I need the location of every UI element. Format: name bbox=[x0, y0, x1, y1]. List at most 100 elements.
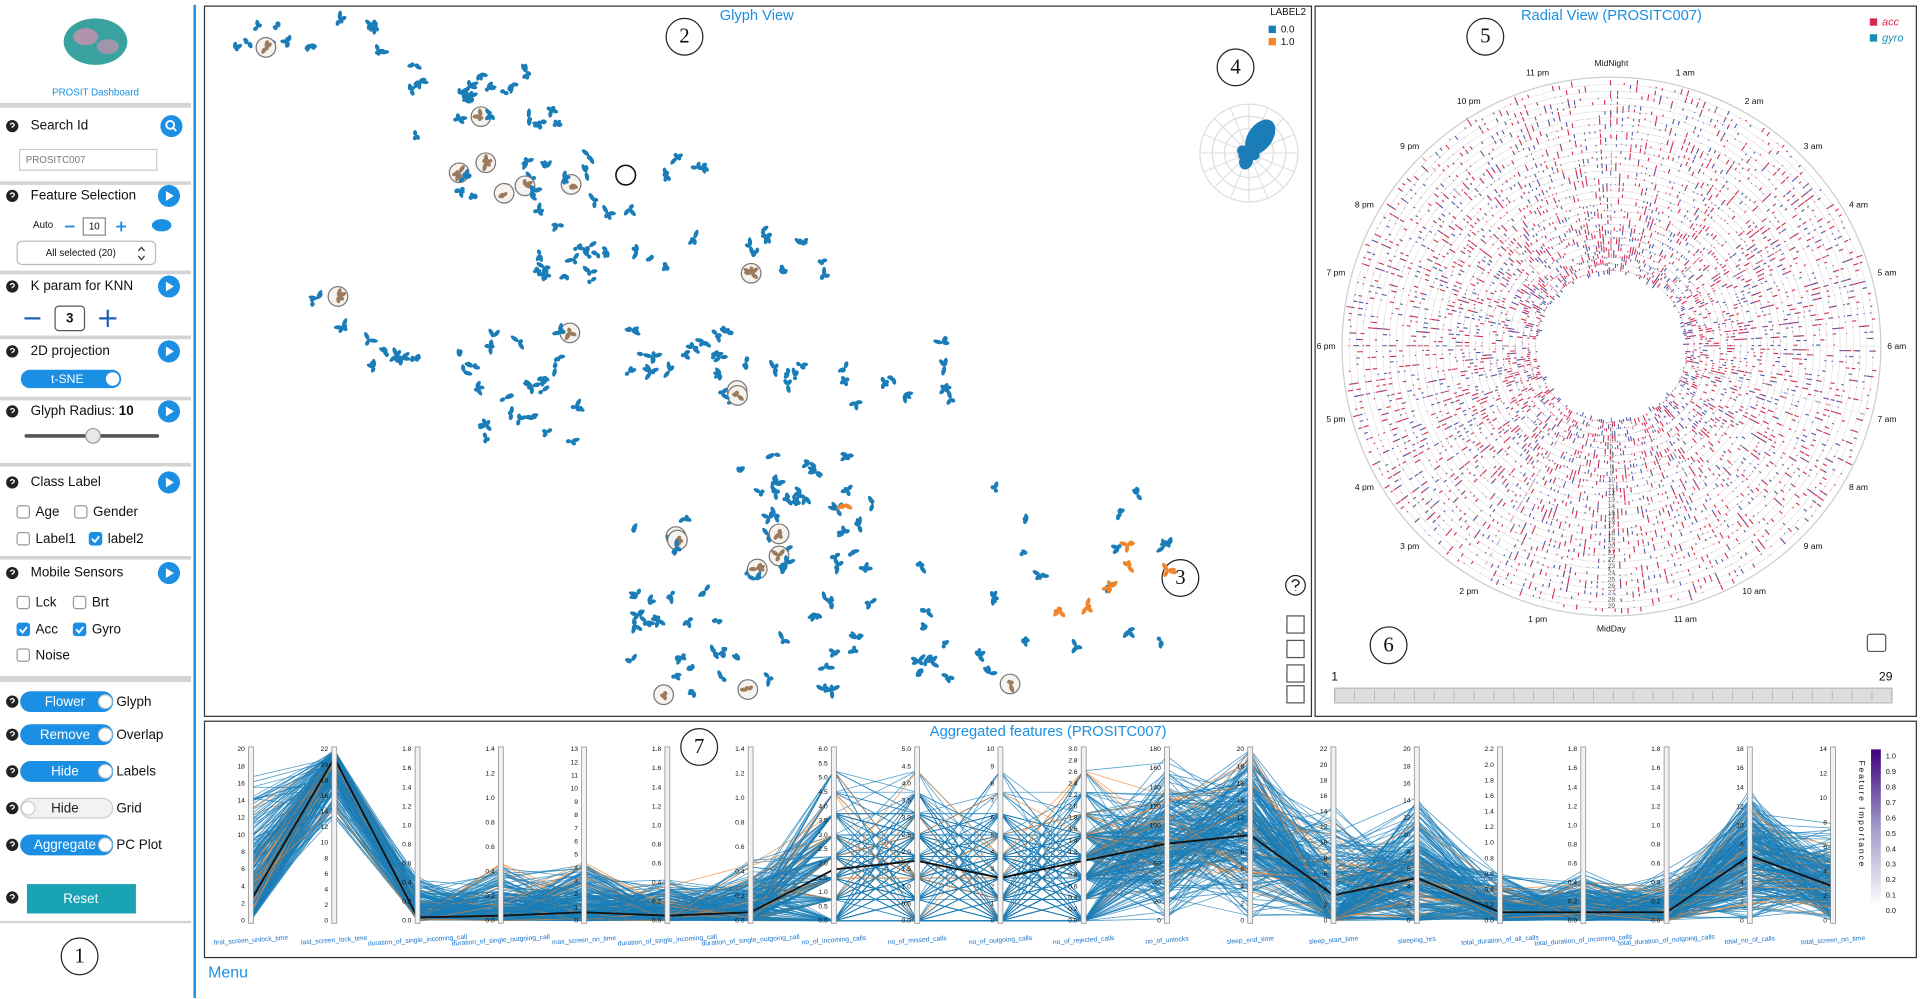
flower-glyph[interactable] bbox=[710, 349, 724, 360]
flower-glyph[interactable] bbox=[1080, 597, 1093, 616]
flower-glyph[interactable] bbox=[591, 250, 601, 259]
flower-glyph[interactable] bbox=[363, 331, 378, 346]
flower-glyph[interactable] bbox=[768, 359, 780, 378]
flower-glyph[interactable] bbox=[864, 597, 877, 611]
flower-glyph[interactable] bbox=[475, 152, 497, 174]
flower-glyph[interactable] bbox=[407, 83, 416, 96]
flower-glyph[interactable] bbox=[840, 484, 854, 497]
flower-glyph[interactable] bbox=[587, 192, 599, 209]
flower-glyph[interactable] bbox=[1116, 507, 1126, 521]
flower-glyph[interactable] bbox=[454, 186, 466, 198]
flower-glyph[interactable] bbox=[1122, 626, 1136, 639]
flower-glyph[interactable] bbox=[581, 240, 597, 255]
flower-glyph[interactable] bbox=[327, 286, 349, 307]
flower-glyph[interactable] bbox=[662, 167, 672, 182]
flower-glyph[interactable] bbox=[412, 130, 421, 141]
count-box[interactable] bbox=[82, 217, 106, 236]
pc-axis-label[interactable]: max_screen_on_time bbox=[552, 935, 617, 946]
flower-glyph[interactable] bbox=[915, 668, 925, 678]
flower-glyph[interactable] bbox=[456, 348, 463, 357]
flower-glyph[interactable] bbox=[407, 62, 423, 71]
fit-button[interactable] bbox=[1286, 639, 1305, 659]
flower-glyph[interactable] bbox=[778, 561, 788, 575]
flower-glyph[interactable] bbox=[771, 476, 786, 487]
flower-glyph[interactable] bbox=[782, 378, 793, 393]
flower-glyph[interactable] bbox=[858, 561, 873, 573]
flower-glyph[interactable] bbox=[807, 612, 823, 623]
flower-glyph[interactable] bbox=[458, 168, 473, 183]
flower-glyph[interactable] bbox=[880, 376, 890, 390]
flower-glyph[interactable] bbox=[636, 351, 653, 359]
flower-glyph[interactable] bbox=[653, 684, 675, 706]
flower-glyph[interactable] bbox=[682, 616, 694, 629]
pc-axis-label[interactable]: last_screen_lock_time bbox=[301, 935, 368, 947]
flower-glyph[interactable] bbox=[671, 538, 683, 557]
flower-glyph[interactable] bbox=[716, 670, 727, 683]
flower-glyph[interactable] bbox=[778, 264, 789, 275]
checkbox[interactable] bbox=[16, 622, 31, 637]
flower-glyph[interactable] bbox=[695, 337, 713, 348]
flower-glyph[interactable] bbox=[487, 328, 501, 338]
flower-glyph[interactable] bbox=[902, 391, 914, 404]
flower-glyph[interactable] bbox=[272, 20, 281, 31]
flower-glyph[interactable] bbox=[1019, 549, 1028, 557]
pc-axis-label[interactable]: no_of_incoming_calls bbox=[801, 935, 867, 947]
flower-glyph[interactable] bbox=[768, 523, 790, 545]
flower-glyph[interactable] bbox=[374, 43, 385, 56]
flower-glyph[interactable] bbox=[536, 375, 550, 387]
flower-glyph[interactable] bbox=[827, 501, 844, 517]
flower-glyph[interactable] bbox=[366, 22, 380, 35]
flower-glyph[interactable] bbox=[506, 82, 519, 94]
flower-glyph[interactable] bbox=[521, 71, 531, 80]
flower-glyph[interactable] bbox=[919, 621, 929, 631]
flower-glyph[interactable] bbox=[1022, 513, 1029, 524]
flower-glyph[interactable] bbox=[499, 89, 509, 96]
flower-glyph[interactable] bbox=[678, 514, 693, 524]
flower-glyph[interactable] bbox=[646, 593, 656, 605]
flower-glyph[interactable] bbox=[709, 644, 720, 660]
search-button[interactable] bbox=[160, 115, 183, 138]
flower-glyph[interactable] bbox=[941, 672, 955, 684]
flower-glyph[interactable] bbox=[484, 81, 497, 93]
flower-glyph[interactable] bbox=[747, 570, 762, 581]
flower-glyph[interactable] bbox=[669, 152, 684, 165]
flower-glyph[interactable] bbox=[1156, 636, 1164, 649]
flower-glyph[interactable] bbox=[794, 237, 810, 247]
flower-glyph[interactable] bbox=[624, 653, 639, 664]
flower-glyph[interactable] bbox=[990, 481, 1000, 494]
pc-axis-label[interactable]: total_no_of_calls bbox=[1724, 935, 1775, 946]
flower-glyph[interactable] bbox=[631, 243, 640, 261]
k-increment[interactable] bbox=[99, 309, 117, 327]
zoom-out-button[interactable] bbox=[1286, 685, 1305, 704]
flower-glyph[interactable] bbox=[727, 385, 748, 406]
flower-glyph[interactable] bbox=[484, 108, 496, 122]
flower-glyph[interactable] bbox=[1161, 562, 1178, 578]
flower-glyph[interactable] bbox=[685, 341, 701, 355]
pc-axis-label[interactable]: sleep_start_time bbox=[1309, 935, 1359, 945]
flower-glyph[interactable] bbox=[280, 34, 292, 48]
flower-glyph[interactable] bbox=[535, 249, 544, 263]
flower-glyph[interactable] bbox=[915, 560, 927, 575]
checkbox[interactable] bbox=[72, 595, 87, 610]
flower-glyph[interactable] bbox=[308, 289, 324, 301]
flower-glyph[interactable] bbox=[378, 346, 389, 358]
flower-glyph[interactable] bbox=[848, 630, 865, 640]
increment[interactable] bbox=[116, 221, 127, 232]
flower-glyph[interactable] bbox=[539, 159, 553, 169]
flower-glyph[interactable] bbox=[848, 400, 863, 411]
flower-glyph[interactable] bbox=[522, 379, 534, 395]
flower-glyph[interactable] bbox=[801, 458, 818, 469]
flower-glyph[interactable] bbox=[453, 113, 468, 125]
flower-glyph[interactable] bbox=[558, 273, 570, 281]
flower-glyph[interactable] bbox=[674, 652, 687, 665]
reset-button[interactable] bbox=[26, 884, 136, 914]
flower-glyph[interactable] bbox=[783, 367, 791, 379]
flower-glyph[interactable] bbox=[1101, 579, 1119, 594]
flower-glyph[interactable] bbox=[777, 630, 791, 645]
flower-glyph[interactable] bbox=[839, 451, 854, 462]
flower-glyph[interactable] bbox=[388, 347, 405, 363]
flower-glyph[interactable] bbox=[650, 613, 667, 628]
checkbox[interactable] bbox=[16, 532, 31, 546]
flower-glyph[interactable] bbox=[792, 485, 802, 497]
flower-glyph[interactable] bbox=[837, 361, 849, 374]
